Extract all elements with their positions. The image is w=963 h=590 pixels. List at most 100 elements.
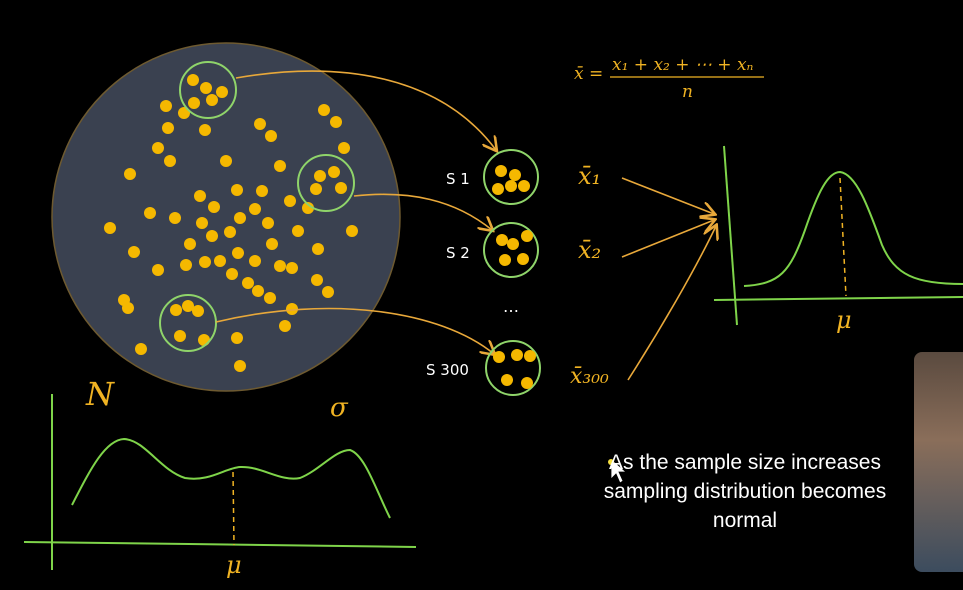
sample-point (505, 180, 517, 192)
sample-point (509, 169, 521, 181)
sample-point (346, 225, 358, 237)
population-size-label: N (85, 375, 115, 413)
sample-point (214, 255, 226, 267)
sample-point (162, 122, 174, 134)
sample-point (206, 230, 218, 242)
sample-point (517, 253, 529, 265)
sample-point (184, 238, 196, 250)
sample-circle-3 (485, 340, 541, 396)
sample-point (231, 332, 243, 344)
sample-point (224, 226, 236, 238)
sample-point (507, 238, 519, 250)
caption-line-1: As the sample size increases (609, 451, 881, 474)
sample-point (328, 166, 340, 178)
sample-point (524, 350, 536, 362)
sample-point (242, 277, 254, 289)
sample-point (499, 254, 511, 266)
sample-point (492, 183, 504, 195)
sample-point (318, 104, 330, 116)
sample-point (322, 286, 334, 298)
arrow-mean2 (621, 220, 714, 258)
sample-mean-2: x̄₂ (578, 236, 601, 264)
sample-point (338, 142, 350, 154)
sample-point (286, 303, 298, 315)
population-dots (104, 74, 358, 372)
population-mean-line (232, 471, 235, 546)
sample-point (226, 268, 238, 280)
sample-point (196, 217, 208, 229)
sample-ring-2 (297, 154, 355, 212)
sample-point (198, 334, 210, 346)
formula-numerator: x₁ + x₂ + ⋯ + xₙ (612, 55, 754, 75)
presenter-webcam (914, 352, 963, 572)
caption-line-2: sampling distribution becomes (603, 480, 887, 503)
sample-point (174, 330, 186, 342)
sample-point (262, 217, 274, 229)
sample-point (160, 100, 172, 112)
sample-circle-1 (483, 149, 539, 205)
sample-label-2: S 2 (446, 244, 470, 262)
arrow-mean1 (621, 177, 714, 214)
arrow-mean300 (627, 226, 716, 381)
sample-point (170, 304, 182, 316)
sample-label-3: S 300 (426, 361, 469, 379)
sample-point (104, 222, 116, 234)
sample-point (511, 349, 523, 361)
sample-point (310, 183, 322, 195)
sample-point (312, 243, 324, 255)
sample-point (199, 256, 211, 268)
sample-point (501, 374, 513, 386)
sample-point (256, 185, 268, 197)
sample-point (496, 234, 508, 246)
mouse-cursor (610, 458, 628, 484)
sample-point (292, 225, 304, 237)
sample-point (188, 97, 200, 109)
population-x-axis (23, 541, 417, 548)
sample-ring-1 (179, 61, 237, 119)
cursor-highlight-dot (608, 459, 614, 465)
sample-point (274, 160, 286, 172)
sampling-mean-label: μ (836, 306, 852, 334)
sample-point (128, 246, 140, 258)
sample-point (311, 274, 323, 286)
population-circle (51, 42, 401, 392)
sample-point (266, 238, 278, 250)
sample-circle-2 (483, 222, 539, 278)
sample-point (521, 377, 533, 389)
sample-point (182, 300, 194, 312)
sample-point (152, 264, 164, 276)
arrow-to-s300 (215, 307, 494, 354)
sample-point (493, 351, 505, 363)
sample-point (495, 165, 507, 177)
sample-label-1: S 1 (446, 170, 470, 188)
caption-line-3: normal (712, 509, 778, 532)
sample-point (164, 155, 176, 167)
sample-point (252, 285, 264, 297)
sample-point (234, 360, 246, 372)
sample-point (249, 203, 261, 215)
formula-denominator: n (682, 82, 693, 102)
sample-point (216, 86, 228, 98)
sample-point (152, 142, 164, 154)
sample-point (192, 305, 204, 317)
sample-point (314, 170, 326, 182)
formula-lhs: x̄ = (574, 64, 603, 84)
arrow-to-s2 (353, 193, 492, 230)
arrow-to-s1 (235, 70, 496, 150)
sample-point (180, 259, 192, 271)
sample-point (279, 320, 291, 332)
sample-point (330, 116, 342, 128)
sample-mean-1: x̄₁ (578, 162, 601, 190)
sample-point (208, 201, 220, 213)
sample-point (265, 130, 277, 142)
sample-point (169, 212, 181, 224)
sample-point (124, 168, 136, 180)
sample-point (335, 182, 347, 194)
sample-point (284, 195, 296, 207)
sample-dots (492, 165, 536, 389)
sample-point (274, 260, 286, 272)
population-std-label: σ (330, 393, 349, 423)
sample-point (220, 155, 232, 167)
sample-point (518, 180, 530, 192)
